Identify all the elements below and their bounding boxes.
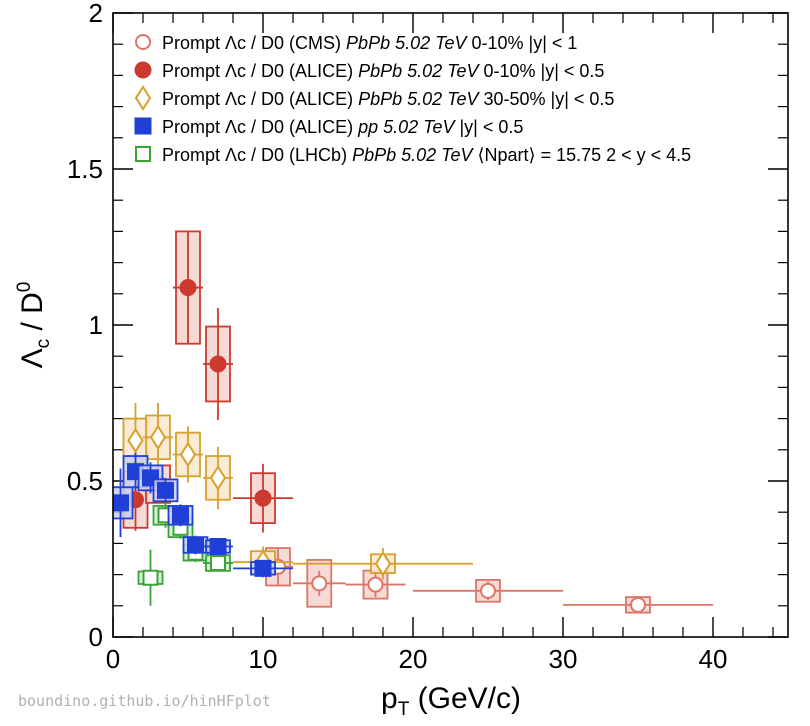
- data-marker: [311, 575, 328, 592]
- data-marker: [142, 569, 159, 586]
- data-marker: [209, 538, 227, 556]
- legend-label: Prompt Λc / D0 (CMS) PbPb 5.02 TeV 0-10%…: [162, 33, 577, 53]
- data-point: [233, 463, 293, 533]
- legend-prefix: Prompt Λc / D0 (ALICE): [162, 117, 358, 137]
- data-point: [143, 403, 173, 472]
- legend-system: PbPb 5.02 TeV: [346, 33, 468, 53]
- y-tick-label: 0: [89, 622, 103, 652]
- legend-suffix: 0-10% |y| < 1: [466, 33, 577, 53]
- legend-entry: Prompt Λc / D0 (ALICE) PbPb 5.02 TeV 0-1…: [134, 61, 604, 81]
- x-axis-title: pT (GeV/c): [381, 682, 521, 720]
- data-point: [293, 559, 346, 608]
- legend-system: PbPb 5.02 TeV: [358, 89, 480, 109]
- data-point: [203, 554, 233, 572]
- data-point: [173, 426, 203, 483]
- data-point: [167, 504, 194, 527]
- y-tick-label: 1: [89, 310, 103, 340]
- legend-marker: [135, 146, 151, 162]
- data-point: [413, 579, 563, 603]
- legend-marker: [134, 85, 152, 111]
- legend-prefix: Prompt Λc / D0 (ALICE): [162, 61, 358, 81]
- watermark-text: boundino.github.io/hinHFplot: [18, 692, 271, 710]
- data-point: [173, 230, 203, 345]
- legend-system: PbPb 5.02 TeV: [352, 145, 474, 165]
- series-alice-pp: [113, 452, 293, 577]
- data-marker: [367, 576, 384, 593]
- x-tick-label: 30: [549, 644, 578, 674]
- data-layer: [113, 230, 713, 614]
- data-point: [137, 549, 164, 606]
- legend-marker: [134, 117, 152, 135]
- data-marker: [630, 596, 646, 613]
- legend-prefix: Prompt Λc / D0 (ALICE): [162, 89, 358, 109]
- legend-suffix: |y| < 0.5: [455, 117, 524, 137]
- data-point: [345, 569, 406, 600]
- data-marker: [210, 555, 226, 572]
- data-marker: [209, 355, 227, 373]
- data-marker: [172, 506, 189, 524]
- x-tick-label: 0: [106, 644, 120, 674]
- plot-area: [113, 13, 788, 637]
- data-point: [203, 446, 233, 510]
- y-tick-label: 0.5: [67, 466, 103, 496]
- legend-label: Prompt Λc / D0 (LHCb) PbPb 5.02 TeV ⟨Npa…: [162, 145, 691, 165]
- data-marker: [149, 424, 167, 451]
- legend-suffix: 0-10% |y| < 0.5: [479, 61, 605, 81]
- data-point: [203, 307, 233, 421]
- legend-system: PbPb 5.02 TeV: [358, 61, 480, 81]
- data-point: [152, 477, 179, 503]
- data-marker: [179, 441, 197, 468]
- data-marker: [187, 536, 204, 554]
- data-marker: [113, 494, 129, 512]
- legend: Prompt Λc / D0 (CMS) PbPb 5.02 TeV 0-10%…: [134, 33, 691, 165]
- legend-system: pp 5.02 TeV: [357, 117, 456, 137]
- legend-prefix: Prompt Λc / D0 (LHCb): [162, 145, 352, 165]
- svg-text:pT (GeV/c): pT (GeV/c): [381, 682, 521, 720]
- legend-label: Prompt Λc / D0 (ALICE) PbPb 5.02 TeV 30-…: [162, 89, 614, 109]
- legend-suffix: 30-50% |y| < 0.5: [479, 89, 615, 109]
- plot-frame: [112, 12, 789, 638]
- data-marker: [480, 582, 496, 599]
- data-marker: [209, 465, 227, 491]
- data-point: [293, 548, 473, 580]
- y-tick-label: 2: [89, 0, 103, 28]
- legend-label: Prompt Λc / D0 (ALICE) PbPb 5.02 TeV 0-1…: [162, 61, 604, 81]
- svg-text:Λc / D0: Λc / D0: [14, 282, 54, 369]
- x-tick-label: 20: [399, 644, 428, 674]
- x-tick-label: 40: [699, 644, 728, 674]
- data-marker: [157, 481, 174, 499]
- data-point: [563, 596, 713, 614]
- legend-prefix: Prompt Λc / D0 (CMS): [162, 33, 346, 53]
- data-point: [233, 559, 293, 577]
- legend-marker: [135, 34, 151, 50]
- legend-entry: Prompt Λc / D0 (ALICE) pp 5.02 TeV |y| <…: [134, 117, 523, 137]
- legend-entry: Prompt Λc / D0 (ALICE) PbPb 5.02 TeV 30-…: [134, 85, 614, 111]
- axes: 00.511.520 10 20 30 40: [67, 0, 788, 674]
- data-point: [182, 535, 209, 555]
- x-tick-label: 10: [249, 644, 278, 674]
- legend-label: Prompt Λc / D0 (ALICE) pp 5.02 TeV |y| <…: [162, 117, 523, 137]
- data-point: [113, 468, 134, 538]
- y-tick-label: 1.5: [67, 154, 103, 184]
- data-point: [203, 538, 233, 556]
- legend-entry: Prompt Λc / D0 (CMS) PbPb 5.02 TeV 0-10%…: [135, 33, 577, 53]
- legend-marker: [134, 61, 152, 79]
- legend-suffix: ⟨Npart⟩ = 15.75 2 < y < 4.5: [473, 145, 692, 165]
- legend-entry: Prompt Λc / D0 (LHCb) PbPb 5.02 TeV ⟨Npa…: [135, 145, 691, 165]
- data-marker: [179, 279, 197, 297]
- data-marker: [254, 559, 272, 577]
- y-axis-title: Λc / D0: [14, 282, 54, 369]
- data-marker: [127, 427, 144, 454]
- data-marker: [374, 550, 392, 577]
- data-marker: [254, 489, 272, 507]
